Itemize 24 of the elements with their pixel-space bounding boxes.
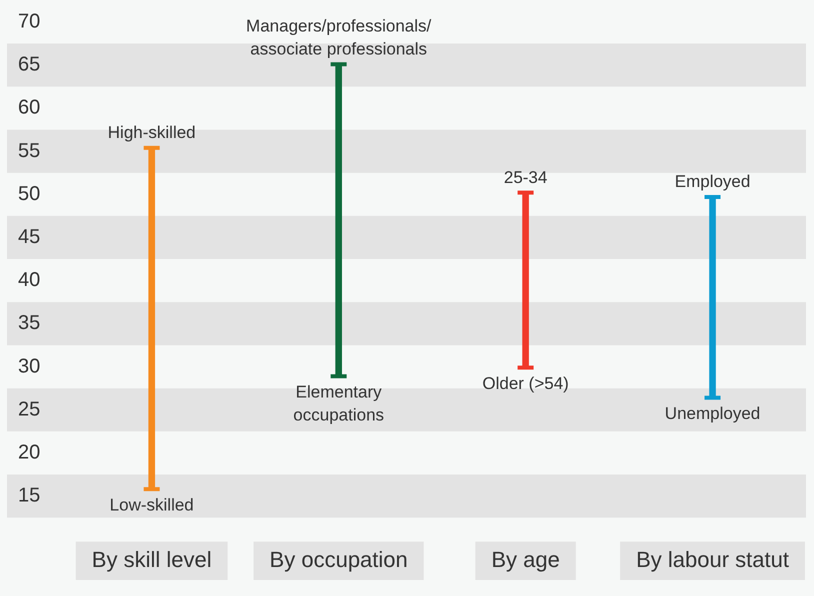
annotation: Unemployed: [664, 404, 760, 423]
x-tick-label: By labour statut: [636, 546, 789, 572]
y-tick-label: 30: [18, 355, 40, 378]
annotation: Older (>54): [482, 374, 569, 393]
annotation: Managers/professionals/ associate professionals: [246, 16, 432, 58]
x-tick-label: By age: [491, 546, 560, 572]
y-tick-label: 40: [18, 269, 40, 292]
y-tick-label: 20: [18, 441, 40, 464]
y-tick-label: 55: [18, 140, 40, 162]
y-tick-label: 25: [18, 398, 40, 420]
annotation: Employed: [674, 172, 750, 192]
annotation: High-skilled: [108, 123, 196, 142]
x-tick-label: By occupation: [270, 546, 408, 572]
y-tick-label: 15: [18, 484, 40, 507]
annotation: 25-34: [504, 168, 548, 187]
annotation: Elementary occupations: [293, 382, 384, 424]
x-tick-label: By skill level: [92, 546, 212, 572]
y-tick-label: 70: [18, 10, 40, 33]
y-tick-label: 35: [18, 312, 40, 334]
annotation: Low-skilled: [110, 495, 194, 514]
y-tick-label: 60: [18, 96, 40, 119]
y-tick-label: 65: [18, 54, 40, 76]
y-tick-label: 50: [18, 182, 40, 205]
y-tick-label: 45: [18, 226, 40, 248]
